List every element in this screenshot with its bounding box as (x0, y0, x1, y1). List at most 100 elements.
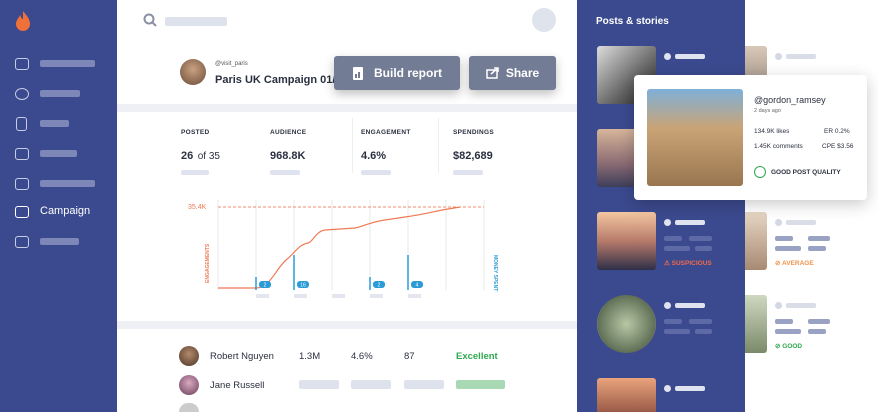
nav-placeholder[interactable] (40, 60, 95, 67)
post-thumb[interactable] (745, 295, 767, 353)
x-placeholders (256, 294, 421, 298)
popup-time: 2 days ago (754, 108, 781, 114)
dot (664, 53, 671, 60)
popup-likes: 134.9K likes (754, 128, 790, 135)
placeholder (695, 329, 712, 334)
right-axis-label: MONEY SPENT (492, 255, 498, 291)
placeholder (775, 319, 793, 324)
marker-label: 2 (378, 283, 381, 289)
stat: SPENDINGS $82,689 (453, 129, 494, 175)
separator (117, 321, 577, 329)
marker-badge (259, 281, 271, 288)
placeholder (664, 319, 682, 324)
stat: ENGAGEMENT 4.6% (361, 129, 411, 175)
dot (664, 385, 671, 392)
stat-label: ENGAGEMENT (361, 129, 411, 136)
nav-placeholder[interactable] (40, 120, 69, 127)
post-thumb[interactable] (745, 212, 767, 270)
stat-label: AUDIENCE (270, 129, 307, 136)
popup-image (647, 89, 743, 186)
engagement-line (218, 206, 461, 289)
nav-icon[interactable] (15, 58, 29, 70)
nav-placeholder[interactable] (40, 180, 95, 187)
nav-icon[interactable] (15, 88, 29, 100)
post-popup: @gordon_ramsey 2 days ago 134.9K likes E… (634, 75, 867, 200)
placeholder (675, 303, 705, 308)
post-thumb[interactable] (597, 378, 656, 412)
stat-value: 968.8K (270, 150, 306, 162)
placeholder (808, 236, 830, 241)
max-label: 35.4K (188, 204, 207, 211)
nav-icon[interactable] (15, 236, 29, 248)
posts-panel: Posts & stories ⚠ SUSPICIOUS (577, 0, 745, 412)
row-placeholder (404, 380, 444, 389)
nav-icon[interactable] (16, 117, 27, 131)
stat-label: SPENDINGS (453, 129, 494, 136)
nav-placeholder[interactable] (40, 238, 79, 245)
post-thumb[interactable] (597, 212, 656, 270)
share-label[interactable]: Share (505, 66, 540, 80)
search-icon[interactable] (143, 13, 158, 28)
nav-placeholder[interactable] (40, 150, 77, 157)
separator (117, 104, 577, 112)
nav-campaign[interactable]: Campaign (40, 205, 91, 217)
status-suspicious: ⚠ SUSPICIOUS (664, 260, 712, 267)
share-button[interactable]: Share (469, 56, 556, 90)
row-avatar (179, 346, 199, 366)
campaign-avatar (180, 59, 206, 85)
stat-label: POSTED (181, 129, 210, 136)
placeholder (675, 220, 705, 225)
mini-chart: 35.4K ENGAGEMENTS MONEY SPENT 2 16 2 4 (188, 200, 498, 298)
build-report-button[interactable]: Build report (334, 56, 460, 90)
placeholder (675, 54, 705, 59)
posts-title: Posts & stories (596, 16, 669, 27)
marker-badge (297, 281, 309, 288)
marker-badge (373, 281, 385, 288)
popup-cpe: CPE $3.56 (822, 143, 854, 150)
row-placeholder (456, 380, 505, 389)
row-placeholder (351, 380, 391, 389)
status-label: SUSPICIOUS (671, 260, 712, 267)
stat-total: of 35 (197, 151, 220, 162)
status-average: ⊘ AVERAGE (775, 260, 814, 267)
row-rating: Excellent (456, 351, 498, 362)
placeholder (675, 386, 705, 391)
stat-placeholder (361, 170, 391, 175)
marker-label: 2 (264, 283, 267, 289)
placeholder (808, 329, 826, 334)
row-posts: 87 (404, 351, 415, 362)
nav-icon[interactable] (15, 178, 29, 190)
campaign-handle: @visit_paris (215, 61, 248, 67)
dot (775, 302, 782, 309)
quality-icon (754, 166, 766, 178)
placeholder (786, 54, 816, 59)
row-placeholder (299, 380, 339, 389)
stat-placeholder (270, 170, 300, 175)
dot (664, 302, 671, 309)
status-label: GOOD (782, 343, 803, 350)
placeholder (786, 303, 816, 308)
placeholder (664, 236, 682, 241)
popup-comments: 1.45K comments (754, 143, 803, 150)
post-thumb[interactable] (597, 295, 656, 353)
row-engagement: 4.6% (351, 351, 373, 362)
nav-icon[interactable] (15, 148, 29, 160)
marker-label: 16 (300, 283, 306, 289)
nav-placeholder[interactable] (40, 90, 80, 97)
row-avatar (179, 403, 199, 412)
user-avatar[interactable] (532, 8, 556, 32)
placeholder (775, 236, 793, 241)
campaign-title: Paris UK Campaign 01/2 (215, 74, 342, 86)
stat: AUDIENCE 968.8K (270, 129, 306, 175)
placeholder (695, 246, 712, 251)
stat-value: 4.6% (361, 150, 387, 162)
popup-quality: GOOD POST QUALITY (771, 169, 841, 176)
share-icon (486, 67, 499, 79)
dot (775, 53, 782, 60)
row-name[interactable]: Robert Nguyen (210, 351, 274, 362)
search-placeholder[interactable] (165, 17, 227, 26)
stat-value: 26 (181, 150, 194, 162)
row-name[interactable]: Jane Russell (210, 380, 265, 391)
build-report-label[interactable]: Build report (374, 66, 442, 80)
nav-icon[interactable] (15, 206, 29, 218)
